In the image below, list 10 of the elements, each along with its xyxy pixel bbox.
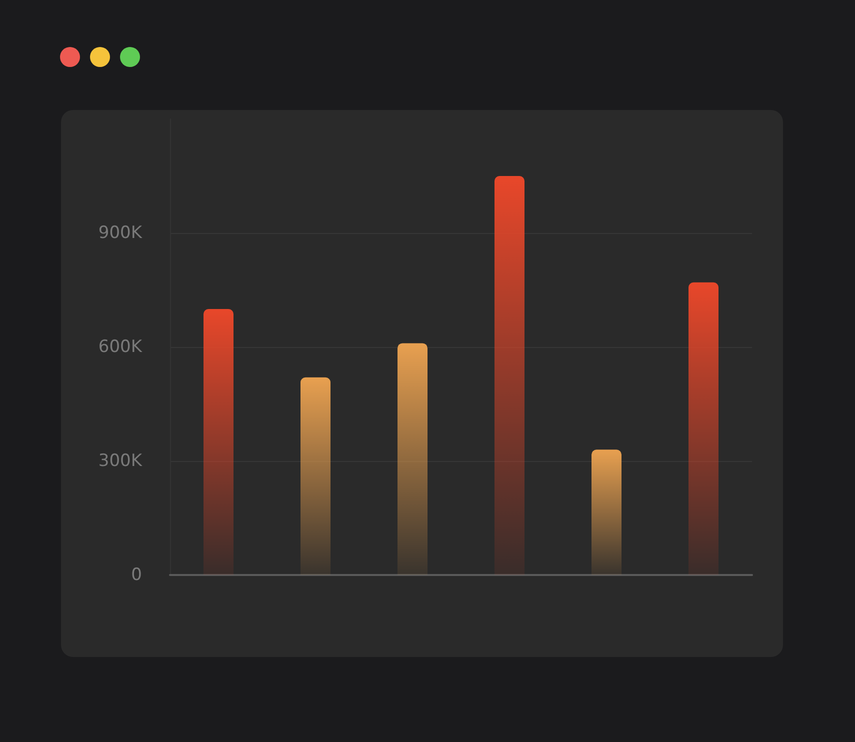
y-tick-label: 900K [98, 223, 143, 243]
y-tick-label: 300K [98, 451, 143, 471]
bar [592, 450, 622, 575]
bar [204, 309, 234, 575]
bar [688, 282, 718, 575]
y-tick-label: 600K [98, 337, 143, 357]
y-tick-label: 0 [131, 565, 142, 585]
bar [494, 176, 524, 575]
bar [398, 343, 428, 575]
bar [300, 377, 330, 575]
